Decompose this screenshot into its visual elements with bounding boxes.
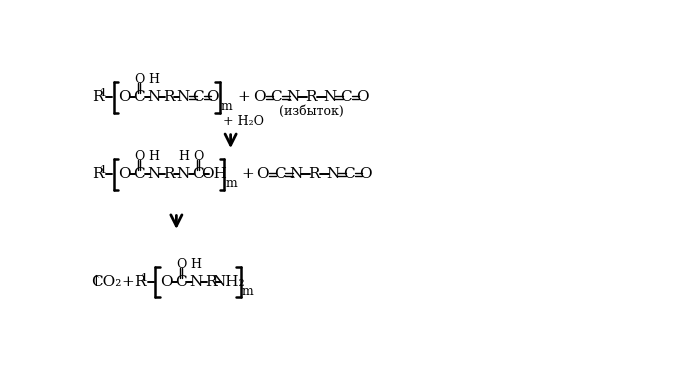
Text: N: N xyxy=(189,275,202,289)
Text: m: m xyxy=(242,285,253,298)
Text: CO₂: CO₂ xyxy=(91,275,121,289)
Text: ↑: ↑ xyxy=(90,275,103,289)
Text: O: O xyxy=(176,258,186,271)
Text: N: N xyxy=(326,167,339,181)
Text: NH₂: NH₂ xyxy=(212,275,244,289)
Text: R: R xyxy=(92,90,104,104)
Text: R: R xyxy=(306,90,317,104)
Text: N: N xyxy=(286,90,299,104)
Text: C: C xyxy=(341,90,352,104)
Text: C: C xyxy=(192,167,204,181)
Text: H: H xyxy=(149,73,159,86)
Text: +: + xyxy=(237,90,250,104)
Text: R: R xyxy=(163,90,174,104)
Text: C: C xyxy=(271,90,282,104)
Text: 1: 1 xyxy=(99,88,106,98)
Text: H: H xyxy=(149,150,159,163)
Text: N: N xyxy=(177,90,190,104)
Text: N: N xyxy=(147,90,161,104)
Text: +: + xyxy=(242,167,254,181)
Text: N: N xyxy=(147,167,161,181)
Text: 1: 1 xyxy=(141,273,148,283)
Text: O: O xyxy=(134,150,144,163)
Text: +: + xyxy=(121,275,134,289)
Text: C: C xyxy=(343,167,355,181)
Text: O: O xyxy=(193,150,203,163)
Text: R: R xyxy=(205,275,216,289)
Text: O: O xyxy=(356,90,369,104)
Text: O: O xyxy=(253,90,266,104)
Text: H: H xyxy=(191,258,201,271)
Text: O: O xyxy=(256,167,269,181)
Text: O: O xyxy=(118,167,131,181)
Text: O: O xyxy=(160,275,172,289)
Text: R: R xyxy=(163,167,174,181)
Text: O: O xyxy=(207,90,219,104)
Text: C: C xyxy=(192,90,204,104)
Text: C: C xyxy=(133,90,145,104)
Text: C: C xyxy=(175,275,187,289)
Text: N: N xyxy=(323,90,336,104)
Text: O: O xyxy=(359,167,372,181)
Text: O: O xyxy=(134,73,144,86)
Text: N: N xyxy=(289,167,302,181)
Text: + H₂O: + H₂O xyxy=(223,115,265,128)
Text: H: H xyxy=(178,150,189,163)
Text: N: N xyxy=(177,167,190,181)
Text: (избыток): (избыток) xyxy=(279,104,343,117)
Text: 1: 1 xyxy=(99,165,106,175)
Text: R: R xyxy=(309,167,320,181)
Text: C: C xyxy=(274,167,285,181)
Text: m: m xyxy=(221,100,232,113)
Text: m: m xyxy=(225,177,237,190)
Text: C: C xyxy=(133,167,145,181)
Text: OH: OH xyxy=(202,167,228,181)
Text: R: R xyxy=(134,275,146,289)
Text: R: R xyxy=(92,167,104,181)
Text: O: O xyxy=(118,90,131,104)
